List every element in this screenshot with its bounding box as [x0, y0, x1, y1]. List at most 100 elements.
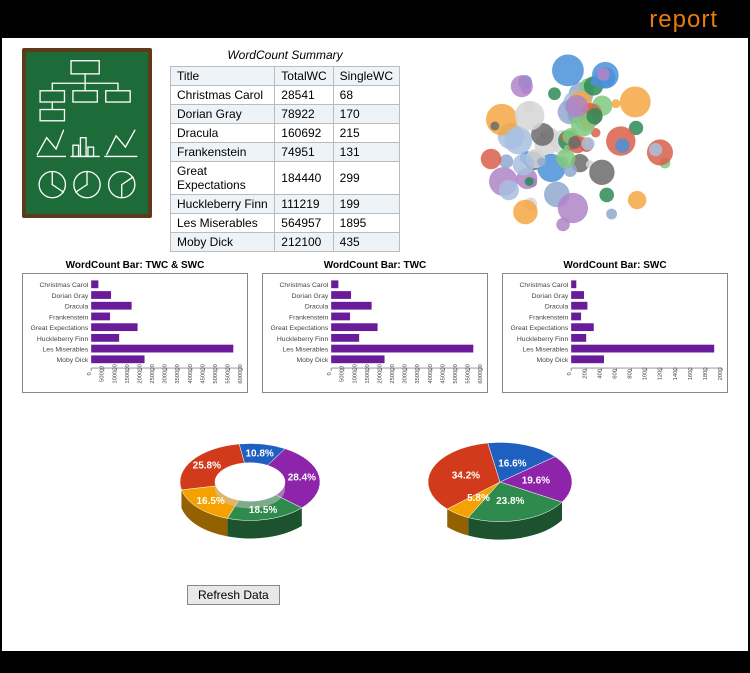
bubble	[586, 108, 602, 124]
table-row: Great Expectations184440299	[171, 162, 400, 195]
pie-slice-label: 18.5%	[249, 505, 277, 516]
bubble	[568, 136, 581, 149]
bar	[91, 313, 110, 321]
bar	[331, 334, 359, 342]
donut-chart-wrap: 28.4% 18.5% 16.5% 25.8% 10.8%	[140, 410, 360, 575]
table-row: Les Miserables5649571895	[171, 214, 400, 233]
svg-text:200: 200	[582, 368, 588, 378]
bar-category-label: Great Expectations	[270, 325, 328, 332]
bubble	[490, 122, 499, 131]
bubble	[504, 127, 532, 155]
bubble	[620, 86, 651, 117]
bubble	[591, 78, 599, 86]
table-header: TotalWC	[275, 67, 333, 86]
bubble	[589, 160, 614, 185]
svg-text:0: 0	[87, 372, 93, 376]
bubble	[499, 154, 513, 168]
bubble	[606, 209, 617, 220]
table-header: Title	[171, 67, 275, 86]
top-row: WordCount Summary TitleTotalWCSingleWC C…	[22, 48, 728, 252]
bar-category-label: Dorian Gray	[532, 293, 569, 300]
svg-text:400000: 400000	[428, 363, 434, 383]
bar	[91, 302, 131, 310]
table-row: Christmas Carol2854168	[171, 86, 400, 105]
pie-chart-wrap: 19.6%23.8%5.8%34.2%16.6%	[390, 410, 610, 575]
bar-chart-title: WordCount Bar: TWC & SWC	[22, 260, 248, 271]
bar-category-label: Huckleberry Finn	[277, 336, 329, 343]
svg-text:150000: 150000	[365, 363, 371, 383]
bar-category-label: Christmas Carol	[40, 282, 89, 289]
bubble	[511, 75, 533, 97]
bar-category-label: Les Miserables	[283, 347, 329, 354]
header-title: report	[649, 6, 718, 34]
svg-text:1200: 1200	[658, 367, 664, 381]
svg-text:600: 600	[612, 368, 618, 378]
bar-category-label: Dracula	[545, 304, 569, 311]
bar-chart: WordCount Bar: SWCChristmas CarolDorian …	[502, 260, 728, 398]
bubble	[597, 68, 610, 81]
pie-slice-label: 5.8%	[467, 493, 490, 504]
svg-text:0: 0	[567, 372, 573, 376]
pie-chart: 19.6%23.8%5.8%34.2%16.6%	[390, 410, 610, 570]
bar	[571, 280, 576, 288]
bar-category-label: Frankenstein	[49, 314, 89, 321]
svg-text:150000: 150000	[125, 363, 131, 383]
table-row: Moby Dick212100435	[171, 233, 400, 252]
pie-slice-label: 16.5%	[196, 496, 224, 507]
bar	[331, 280, 338, 288]
pie-slice-label: 25.8%	[193, 461, 221, 472]
bar-category-label: Huckleberry Finn	[517, 336, 569, 343]
bar	[571, 302, 587, 310]
bar	[571, 291, 584, 299]
refresh-data-button[interactable]: Refresh Data	[187, 585, 280, 605]
bar-category-label: Dracula	[65, 304, 89, 311]
bar-category-label: Les Miserables	[523, 347, 569, 354]
bubble	[649, 143, 662, 156]
bar	[571, 313, 581, 321]
bar	[331, 323, 377, 331]
bar-chart: WordCount Bar: TWCChristmas CarolDorian …	[262, 260, 488, 398]
bar-category-label: Christmas Carol	[520, 282, 569, 289]
svg-text:50000: 50000	[100, 365, 106, 382]
svg-text:1000: 1000	[643, 367, 649, 381]
pie-slice-label: 19.6%	[522, 475, 550, 486]
bar-category-label: Frankenstein	[289, 314, 329, 321]
bar	[91, 345, 233, 353]
svg-text:400000: 400000	[188, 363, 194, 383]
svg-text:300000: 300000	[163, 363, 169, 383]
bar	[571, 323, 594, 331]
bar-category-label: Huckleberry Finn	[37, 336, 89, 343]
pie-slice-label: 10.8%	[245, 449, 273, 460]
bar-category-label: Christmas Carol	[280, 282, 329, 289]
bar-chart: WordCount Bar: TWC & SWC Christmas Carol D…	[22, 260, 248, 398]
bubble	[499, 180, 519, 200]
bar-charts-row: WordCount Bar: TWC & SWC Christmas Carol D…	[22, 260, 728, 398]
bubble	[556, 149, 575, 168]
pie-slice-label: 28.4%	[288, 473, 316, 484]
svg-text:1600: 1600	[688, 367, 694, 381]
svg-text:0: 0	[327, 372, 333, 376]
svg-text:350000: 350000	[415, 363, 421, 383]
bar-category-label: Dracula	[305, 304, 329, 311]
bubble-chart-wrap	[418, 48, 728, 252]
bar-category-label: Great Expectations	[30, 325, 88, 332]
bar	[331, 291, 351, 299]
bar	[331, 355, 384, 363]
svg-text:200000: 200000	[137, 363, 143, 383]
bar	[571, 345, 714, 353]
bar-category-label: Dorian Gray	[292, 293, 329, 300]
bar	[571, 355, 604, 363]
svg-text:350000: 350000	[175, 363, 181, 383]
svg-text:800: 800	[628, 368, 634, 378]
bubble	[581, 137, 594, 150]
bubble	[548, 87, 561, 100]
svg-text:250000: 250000	[390, 363, 396, 383]
svg-text:250000: 250000	[150, 363, 156, 383]
bubble	[556, 218, 570, 232]
bubble	[599, 188, 614, 203]
bar	[331, 302, 371, 310]
donut-chart: 28.4% 18.5% 16.5% 25.8% 10.8%	[140, 410, 360, 570]
svg-text:2000: 2000	[718, 367, 724, 381]
bar-category-label: Moby Dick	[537, 357, 569, 364]
table-row: Huckleberry Finn111219199	[171, 195, 400, 214]
